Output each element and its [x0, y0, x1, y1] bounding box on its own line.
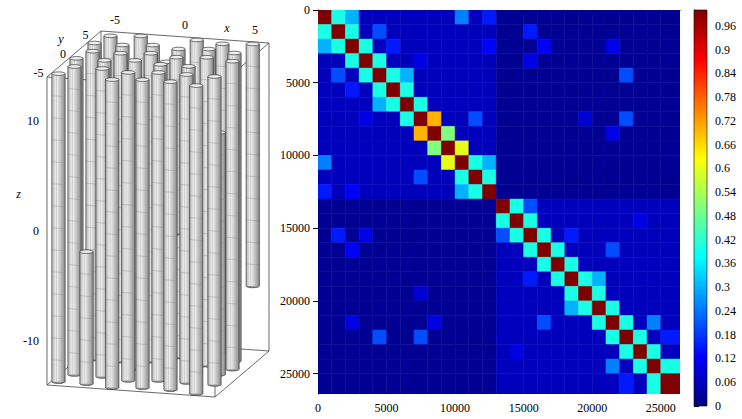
svg-text:0: 0 [33, 224, 39, 238]
svg-text:5000: 5000 [375, 401, 399, 415]
svg-text:5: 5 [252, 23, 258, 37]
svg-text:15000: 15000 [509, 401, 539, 415]
svg-text:10000: 10000 [280, 148, 310, 162]
svg-text:0.78: 0.78 [715, 90, 736, 104]
svg-text:-10: -10 [23, 334, 39, 348]
svg-text:0.06: 0.06 [715, 375, 736, 389]
svg-text:0.18: 0.18 [715, 328, 736, 342]
svg-text:0.84: 0.84 [715, 66, 736, 80]
svg-text:0: 0 [315, 401, 321, 415]
svg-text:0.66: 0.66 [715, 138, 736, 152]
svg-text:0.12: 0.12 [715, 351, 736, 365]
svg-text:0: 0 [182, 18, 188, 32]
svg-text:x: x [223, 21, 230, 35]
svg-text:0.36: 0.36 [715, 256, 736, 270]
svg-text:20000: 20000 [577, 401, 607, 415]
svg-text:5: 5 [83, 28, 89, 42]
svg-text:25000: 25000 [646, 401, 676, 415]
svg-text:5000: 5000 [286, 76, 310, 90]
svg-text:0.42: 0.42 [715, 233, 736, 247]
svg-text:15000: 15000 [280, 221, 310, 235]
svg-text:0.9: 0.9 [715, 43, 730, 57]
svg-text:10: 10 [27, 114, 39, 128]
svg-text:25000: 25000 [280, 367, 310, 381]
svg-text:0: 0 [715, 399, 721, 413]
svg-text:y: y [57, 32, 64, 46]
svg-text:0.6: 0.6 [715, 161, 730, 175]
svg-text:0.3: 0.3 [715, 280, 730, 294]
svg-text:0.96: 0.96 [715, 19, 736, 33]
svg-text:-5: -5 [34, 66, 44, 80]
svg-text:10000: 10000 [440, 401, 470, 415]
svg-text:0.48: 0.48 [715, 209, 736, 223]
svg-text:0: 0 [60, 47, 66, 61]
svg-text:0.54: 0.54 [715, 185, 736, 199]
svg-text:0.72: 0.72 [715, 114, 736, 128]
svg-text:z: z [15, 187, 21, 201]
svg-text:0: 0 [304, 3, 310, 17]
svg-text:0.24: 0.24 [715, 304, 736, 318]
svg-text:-5: -5 [110, 13, 120, 27]
svg-text:20000: 20000 [280, 294, 310, 308]
